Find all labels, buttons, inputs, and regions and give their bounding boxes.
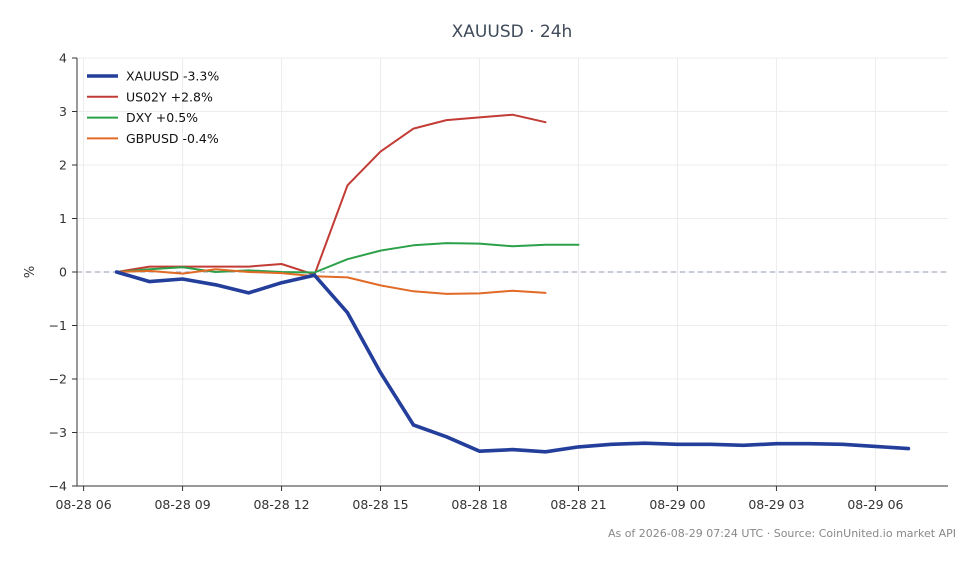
y-tick-label: 2 xyxy=(59,158,67,173)
y-tick-label: −4 xyxy=(49,479,67,494)
series-lines xyxy=(114,113,911,454)
footer-note: As of 2026-08-29 07:24 UTC · Source: Coi… xyxy=(608,527,956,540)
x-tick-label: 08-28 12 xyxy=(253,497,309,512)
chart-title: XAUUSD · 24h xyxy=(452,22,573,42)
legend-label-us02y: US02Y +2.8% xyxy=(126,89,213,104)
y-tick-label: −3 xyxy=(49,425,67,440)
y-tick-label: 0 xyxy=(59,265,67,280)
y-tick-label: −2 xyxy=(49,372,67,387)
x-tick-label: 08-28 18 xyxy=(451,497,507,512)
y-tick-label: 3 xyxy=(59,104,67,119)
x-tick-label: 08-28 09 xyxy=(154,497,210,512)
x-tick-label: 08-28 15 xyxy=(352,497,408,512)
series-line-gbpusd xyxy=(115,268,547,295)
series-line-xauusd xyxy=(114,270,911,454)
x-tick-labels: 08-28 06 08-28 09 08-28 12 08-28 15 08-28 18… xyxy=(55,497,903,512)
legend-label-gbpusd: GBPUSD -0.4% xyxy=(126,131,219,146)
series-line-dxy xyxy=(115,242,580,274)
legend-label-xauusd: XAUUSD -3.3% xyxy=(126,69,219,84)
x-tick-label: 08-29 00 xyxy=(649,497,705,512)
legend-label-dxy: DXY +0.5% xyxy=(126,110,198,125)
y-tick-label: −1 xyxy=(49,318,67,333)
y-tick-label: 4 xyxy=(59,51,67,66)
y-tick-label: 1 xyxy=(59,211,67,226)
x-tick-label: 08-28 21 xyxy=(550,497,606,512)
x-tick-label: 08-29 03 xyxy=(748,497,804,512)
legend: XAUUSD -3.3% US02Y +2.8% DXY +0.5% GBPUSD -… xyxy=(87,69,219,146)
y-tick-labels: 4 3 2 1 0 −1 −2 −3 −4 xyxy=(49,51,67,494)
x-tick-label: 08-29 06 xyxy=(847,497,903,512)
series-line-us02y xyxy=(115,113,547,276)
axes xyxy=(72,57,948,491)
y-axis-label: % xyxy=(23,266,38,278)
x-tick-label: 08-28 06 xyxy=(55,497,111,512)
